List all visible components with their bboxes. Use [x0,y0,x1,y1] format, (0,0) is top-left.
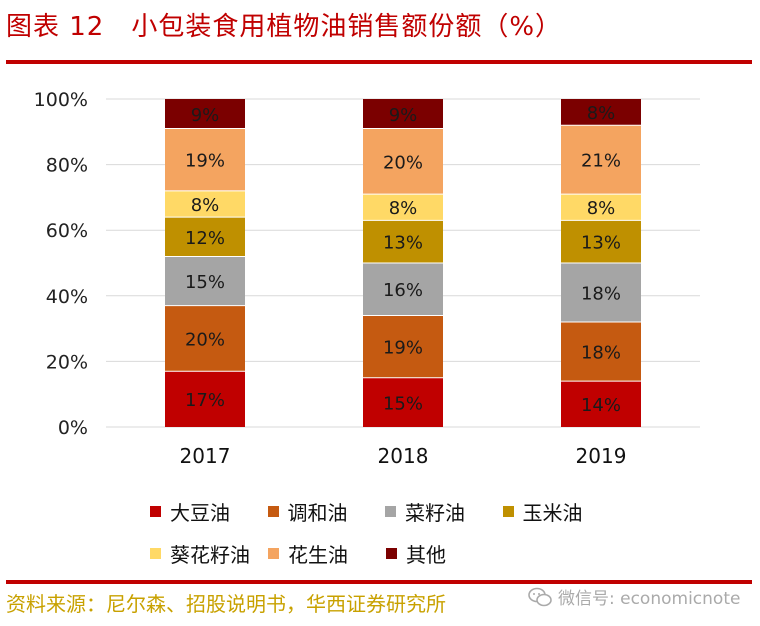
data-label: 16% [383,280,423,301]
data-label: 8% [587,103,616,124]
data-label: 9% [389,105,418,126]
bar-segment [165,190,245,218]
bar-segment [561,125,641,195]
bar-segment [561,194,641,221]
y-tick-label: 80% [46,155,88,177]
bar-segment [363,315,443,378]
data-label: 8% [587,198,616,219]
y-tick-label: 0% [58,417,88,439]
legend-label: 葵花籽油 [170,542,250,567]
data-label: 20% [185,329,225,350]
data-label: 21% [581,151,621,172]
source-note: 资料来源：尼尔森、招股说明书，华西证券研究所 [6,592,446,616]
bar-segment [165,217,245,257]
legend-item: 葵花籽油 [150,539,268,568]
bar-segment [165,128,245,191]
legend-swatch [386,547,397,559]
data-label: 12% [185,228,225,249]
data-label: 13% [581,233,621,254]
legend-item: 大豆油 [150,497,268,526]
data-label: 18% [581,284,621,305]
footer-divider [6,580,752,584]
legend-item: 玉米油 [502,497,621,526]
data-label: 18% [581,343,621,364]
legend-item: 菜籽油 [385,497,503,526]
y-tick-label: 40% [46,286,88,308]
legend-label: 玉米油 [522,500,583,525]
chart-legend: 大豆油 调和油 菜籽油 玉米油葵花籽油 花生油 其他 [150,490,620,574]
data-label: 14% [581,395,621,416]
data-label: 20% [383,152,423,173]
legend-swatch [385,505,396,517]
legend-item: 调和油 [267,497,386,526]
x-tick-label: 2017 [180,444,231,468]
x-tick-label: 2018 [378,444,429,468]
legend-label: 大豆油 [170,500,230,525]
title-divider [6,60,752,64]
bar-segment [561,322,641,382]
legend-label: 调和油 [287,500,348,525]
legend-swatch [150,505,161,517]
legend-swatch [150,547,161,559]
watermark-text: 微信号: economicnote [558,589,741,609]
bar-segment [363,99,443,129]
legend-label: 菜籽油 [405,500,465,525]
data-label: 9% [191,105,220,126]
legend-swatch [268,547,279,559]
bar-segment [561,263,641,323]
y-tick-label: 100% [34,89,88,111]
watermark: 微信号: economicnote [528,584,740,609]
bar-segment [363,263,443,316]
data-label: 19% [185,151,225,172]
bar-segment [165,99,245,129]
legend-row: 大豆油 调和油 菜籽油 玉米油 [150,490,620,532]
legend-item: 其他 [386,539,504,568]
bar-segment [165,256,245,306]
bar-segment [561,220,641,263]
data-label: 19% [383,338,423,359]
data-label: 13% [383,233,423,254]
bar-segment [363,194,443,221]
data-label: 15% [383,393,423,414]
data-label: 17% [185,390,225,411]
y-tick-label: 60% [46,220,88,242]
data-label: 15% [185,272,225,293]
x-tick-label: 2019 [576,444,627,468]
bar-segment [363,128,443,195]
bar-segment [363,377,443,427]
bar-segment [363,220,443,263]
y-tick-label: 20% [46,351,88,373]
legend-swatch [267,505,279,517]
data-label: 8% [389,198,418,219]
bar-segment [561,99,641,126]
bar-segment [165,305,245,372]
legend-item: 花生油 [268,539,386,568]
stacked-bar-chart: 0% 20% 40% 60% 80% 100% 17% 20% 15% 12% 8% 19% 9% 201… [34,89,700,468]
bar-segment [165,371,245,427]
legend-label: 花生油 [288,542,348,567]
data-label: 8% [191,195,220,216]
legend-swatch [502,505,514,517]
legend-row: 葵花籽油 花生油 其他 [150,532,620,574]
wechat-icon [528,587,552,606]
bar-segment [561,381,641,427]
page-title: 图表 12 小包装食用植物油销售额份额（%） [6,12,563,42]
legend-label: 其他 [406,542,446,567]
